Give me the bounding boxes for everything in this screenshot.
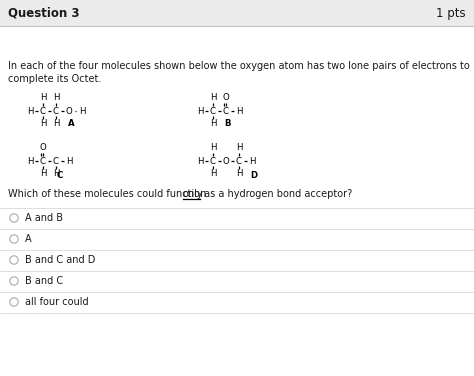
- Circle shape: [10, 235, 18, 243]
- Text: only: only: [183, 189, 204, 199]
- Text: H: H: [40, 170, 46, 179]
- Text: C: C: [40, 106, 46, 115]
- Text: H: H: [197, 106, 203, 115]
- Text: H: H: [53, 170, 59, 179]
- Circle shape: [10, 256, 18, 264]
- Text: O: O: [40, 144, 46, 153]
- Text: B and C and D: B and C and D: [25, 255, 95, 265]
- Text: A: A: [25, 234, 32, 244]
- Text: C: C: [210, 156, 216, 165]
- Circle shape: [10, 298, 18, 306]
- Circle shape: [10, 214, 18, 222]
- Text: all four could: all four could: [25, 297, 89, 307]
- Text: H: H: [53, 94, 59, 103]
- Text: C: C: [223, 106, 229, 115]
- Text: H: H: [210, 120, 216, 129]
- Text: H: H: [40, 120, 46, 129]
- Circle shape: [10, 277, 18, 285]
- Text: B and C: B and C: [25, 276, 63, 286]
- Text: C: C: [236, 156, 242, 165]
- Text: H: H: [27, 106, 33, 115]
- Text: Question 3: Question 3: [8, 6, 80, 20]
- Text: A and B: A and B: [25, 213, 63, 223]
- Text: B: B: [225, 120, 231, 129]
- Text: H: H: [53, 120, 59, 129]
- Text: Which of these molecules could function: Which of these molecules could function: [8, 189, 210, 199]
- Text: A: A: [68, 120, 74, 129]
- Bar: [0, 0, 474, 26]
- Text: O: O: [65, 106, 73, 115]
- Text: C: C: [210, 106, 216, 115]
- Text: complete its Octet.: complete its Octet.: [8, 74, 101, 84]
- Text: O: O: [223, 156, 229, 165]
- Text: H: H: [79, 106, 85, 115]
- Text: O: O: [223, 94, 229, 103]
- Text: H: H: [210, 170, 216, 179]
- Text: H: H: [236, 170, 242, 179]
- Text: C: C: [53, 156, 59, 165]
- Text: H: H: [40, 94, 46, 103]
- Text: H: H: [210, 94, 216, 103]
- Text: H: H: [236, 144, 242, 153]
- Text: D: D: [250, 171, 257, 180]
- Text: H: H: [27, 156, 33, 165]
- Text: C: C: [53, 106, 59, 115]
- Text: 1 pts: 1 pts: [437, 6, 466, 20]
- Text: C: C: [40, 156, 46, 165]
- Text: H: H: [236, 106, 242, 115]
- Text: H: H: [197, 156, 203, 165]
- Text: In each of the four molecules shown below the oxygen atom has two lone pairs of : In each of the four molecules shown belo…: [8, 61, 470, 71]
- Text: H: H: [210, 144, 216, 153]
- Text: C: C: [57, 171, 63, 180]
- Text: H: H: [66, 156, 72, 165]
- Text: as a hydrogen bond acceptor?: as a hydrogen bond acceptor?: [201, 189, 352, 199]
- Text: H: H: [249, 156, 255, 165]
